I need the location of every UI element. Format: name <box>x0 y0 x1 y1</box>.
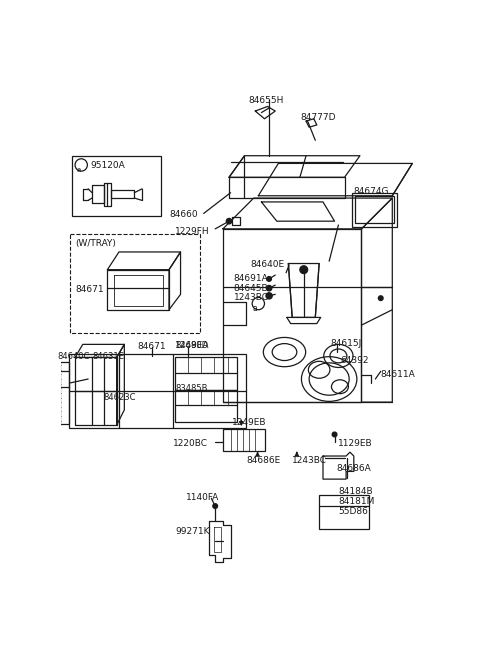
Bar <box>175 358 237 390</box>
Text: 84611A: 84611A <box>381 370 416 379</box>
Bar <box>352 193 397 226</box>
Text: 1140FA: 1140FA <box>186 493 219 502</box>
Text: 1220BC: 1220BC <box>173 439 208 448</box>
Text: 1249EA: 1249EA <box>175 340 210 350</box>
Circle shape <box>227 218 232 224</box>
Text: (W/TRAY): (W/TRAY) <box>75 239 116 248</box>
Bar <box>223 429 265 451</box>
Text: 84686A: 84686A <box>337 464 372 473</box>
Bar <box>71 234 200 333</box>
Text: 1243BC: 1243BC <box>234 293 269 302</box>
Bar <box>319 495 369 529</box>
Text: 84184B: 84184B <box>338 487 373 496</box>
Text: 1129EB: 1129EB <box>338 439 373 448</box>
Text: 84674G: 84674G <box>354 186 389 195</box>
Text: 84655H: 84655H <box>248 96 284 105</box>
Text: 64392: 64392 <box>340 356 369 365</box>
Text: 84671: 84671 <box>138 342 167 351</box>
Text: 84640E: 84640E <box>251 260 285 270</box>
Text: a: a <box>253 304 258 313</box>
Text: 83485B: 83485B <box>175 384 208 394</box>
Text: 84645B: 84645B <box>234 283 268 293</box>
Text: a: a <box>76 167 81 173</box>
Text: 84671: 84671 <box>75 285 104 294</box>
Circle shape <box>334 434 336 436</box>
Bar <box>69 354 246 428</box>
Circle shape <box>332 432 337 437</box>
Text: 99271K: 99271K <box>175 527 210 536</box>
Text: 84615J: 84615J <box>331 339 362 348</box>
Text: 95120A: 95120A <box>90 161 125 170</box>
Text: 84686E: 84686E <box>246 456 280 465</box>
Text: 84660: 84660 <box>169 210 198 218</box>
Text: 1229FH: 1229FH <box>175 226 210 236</box>
Text: 1249EB: 1249EB <box>232 417 267 426</box>
Text: 1243BC: 1243BC <box>292 456 327 465</box>
Text: 84777D: 84777D <box>300 113 336 123</box>
Bar <box>72 155 160 216</box>
Text: 84691A: 84691A <box>234 274 268 283</box>
Circle shape <box>378 296 383 300</box>
Text: 55D86: 55D86 <box>338 507 368 516</box>
Text: 84623C: 84623C <box>104 393 136 402</box>
Circle shape <box>213 504 217 508</box>
Bar <box>175 390 237 422</box>
Text: 84640C: 84640C <box>57 352 90 361</box>
Text: 84680D: 84680D <box>175 340 208 350</box>
Circle shape <box>300 266 308 274</box>
Bar <box>355 195 394 224</box>
Circle shape <box>266 293 272 299</box>
Text: 84181M: 84181M <box>338 497 375 506</box>
Circle shape <box>267 277 271 281</box>
Circle shape <box>266 285 272 291</box>
Text: 84631E: 84631E <box>92 352 124 361</box>
